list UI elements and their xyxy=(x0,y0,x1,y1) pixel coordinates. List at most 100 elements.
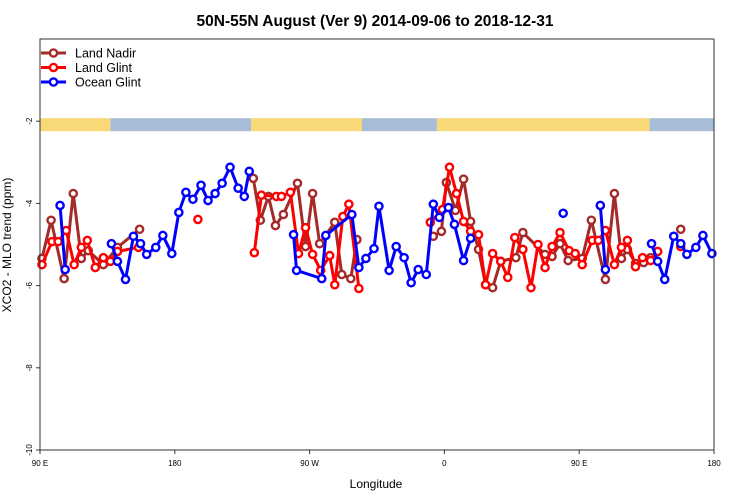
data-point-ocean-glint xyxy=(233,183,243,193)
data-point-ocean-glint xyxy=(413,264,423,275)
data-point-land-glint xyxy=(300,222,311,233)
y-tick-label: -10 xyxy=(25,444,34,456)
data-point-ocean-glint xyxy=(112,256,123,267)
data-point-land-nadir xyxy=(345,273,356,284)
data-point-land-glint xyxy=(480,279,491,290)
y-axis-label: XCO2 - MLO trend (ppm) xyxy=(0,178,14,313)
strip-segment-land xyxy=(251,118,363,132)
data-point-ocean-glint xyxy=(384,265,394,276)
data-point-land-nadir xyxy=(675,224,686,235)
series-layer xyxy=(37,162,717,294)
data-point-land-nadir xyxy=(329,217,340,228)
data-point-land-glint xyxy=(98,252,109,263)
data-point-land-glint xyxy=(622,235,633,246)
data-point-land-nadir xyxy=(609,188,620,199)
legend-label: Land Glint xyxy=(75,61,133,75)
data-point-ocean-glint xyxy=(558,208,568,219)
x-tick-label: 180 xyxy=(168,459,182,468)
data-point-ocean-glint xyxy=(406,277,416,288)
data-point-ocean-glint xyxy=(675,238,686,249)
y-tick-label: -8 xyxy=(25,364,34,372)
data-point-land-glint xyxy=(630,261,641,272)
data-point-ocean-glint xyxy=(244,166,255,177)
data-point-ocean-glint xyxy=(210,188,220,199)
data-point-ocean-glint xyxy=(374,201,384,212)
strip-segment-ocean xyxy=(362,118,437,132)
data-point-ocean-glint xyxy=(465,233,476,244)
data-point-ocean-glint xyxy=(369,243,379,254)
data-point-land-nadir xyxy=(134,224,145,235)
data-point-ocean-glint xyxy=(225,162,235,173)
data-point-land-glint xyxy=(276,191,287,202)
data-point-land-nadir xyxy=(600,274,611,285)
x-tick-label: 0 xyxy=(442,459,447,468)
y-tick-label: -2 xyxy=(25,117,34,125)
strip-segment-land xyxy=(436,118,650,132)
data-point-land-nadir xyxy=(314,238,325,249)
data-point-ocean-glint xyxy=(449,219,460,230)
data-point-ocean-glint xyxy=(361,253,371,264)
strip-segment-ocean xyxy=(110,118,252,132)
plot-frame xyxy=(39,38,715,451)
x-axis-label: Longitude xyxy=(350,477,403,491)
data-point-land-glint xyxy=(307,249,318,260)
data-point-land-nadir xyxy=(300,241,311,252)
data-point-land-glint xyxy=(518,244,528,255)
data-point-land-nadir xyxy=(458,174,469,184)
data-point-land-glint xyxy=(473,229,484,240)
data-point-ocean-glint xyxy=(391,241,401,252)
x-tick-label: 180 xyxy=(707,459,721,468)
data-point-ocean-glint xyxy=(443,202,454,213)
data-point-ocean-glint xyxy=(141,249,152,260)
series-line-ocean-glint xyxy=(58,205,67,270)
data-point-land-nadir xyxy=(511,252,521,263)
data-point-land-nadir xyxy=(46,215,56,226)
data-point-ocean-glint xyxy=(600,264,611,275)
data-point-ocean-glint xyxy=(399,252,409,263)
legend-marker xyxy=(48,62,59,73)
data-point-ocean-glint xyxy=(181,187,191,198)
data-point-ocean-glint xyxy=(203,195,213,206)
data-point-ocean-glint xyxy=(646,238,657,249)
data-point-ocean-glint xyxy=(458,255,469,266)
data-point-land-glint xyxy=(82,235,93,246)
data-point-land-glint xyxy=(193,214,203,225)
data-point-ocean-glint xyxy=(60,264,70,275)
data-point-ocean-glint xyxy=(217,178,227,189)
chart-title: 50N-55N August (Ver 9) 2014-09-06 to 201… xyxy=(197,13,554,30)
data-point-ocean-glint xyxy=(188,194,198,205)
data-point-land-nadir xyxy=(292,178,303,189)
data-point-ocean-glint xyxy=(320,230,331,241)
data-point-land-glint xyxy=(53,236,63,247)
data-point-land-glint xyxy=(637,252,648,263)
data-point-land-nadir xyxy=(518,227,528,238)
data-point-ocean-glint xyxy=(428,199,439,210)
x-axis: 90 E 180 90 W 0 90 E 180 xyxy=(32,450,721,468)
legend-marker xyxy=(48,48,59,58)
data-point-land-glint xyxy=(458,216,469,227)
data-point-ocean-glint xyxy=(239,191,250,202)
data-point-land-glint xyxy=(555,227,565,238)
data-point-land-glint xyxy=(593,235,604,246)
series-land-glint xyxy=(37,162,686,294)
data-point-land-glint xyxy=(354,283,364,294)
y-tick-label: -4 xyxy=(25,199,34,207)
data-point-land-glint xyxy=(540,262,550,273)
data-point-ocean-glint xyxy=(659,274,670,285)
data-point-land-nadir xyxy=(555,238,565,249)
data-point-land-nadir xyxy=(270,220,281,231)
data-point-ocean-glint xyxy=(682,249,692,260)
data-point-ocean-glint xyxy=(167,248,177,259)
data-point-land-glint xyxy=(487,248,498,259)
data-point-land-glint xyxy=(451,188,462,199)
legend-marker xyxy=(48,77,59,87)
data-point-land-nadir xyxy=(68,188,79,199)
data-point-land-nadir xyxy=(436,226,447,237)
data-point-ocean-glint xyxy=(354,262,364,273)
data-point-land-glint xyxy=(495,256,506,267)
data-point-land-glint xyxy=(324,250,335,261)
data-point-land-nadir xyxy=(278,209,289,220)
data-point-land-nadir xyxy=(337,269,347,280)
